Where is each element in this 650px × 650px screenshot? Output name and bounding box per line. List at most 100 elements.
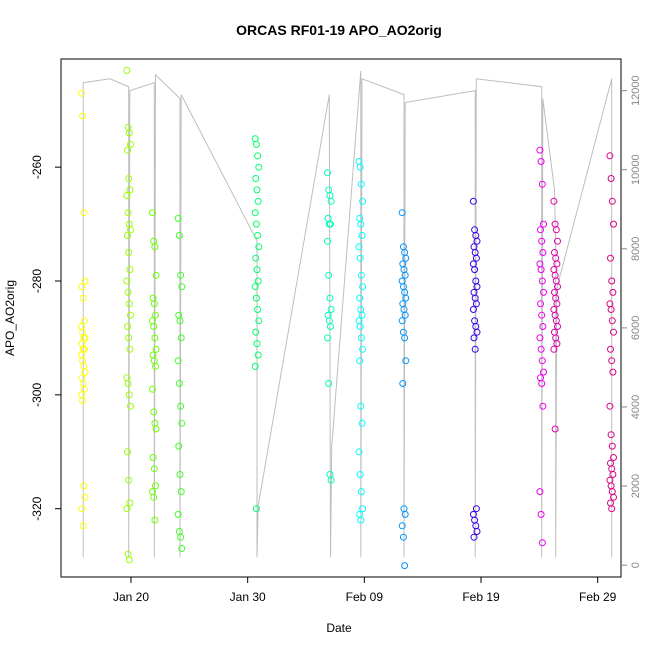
data-point xyxy=(78,283,86,291)
data-point xyxy=(537,266,545,274)
data-point xyxy=(607,345,614,353)
data-point xyxy=(252,328,260,336)
data-point xyxy=(254,197,262,205)
series-rf11 xyxy=(550,197,561,433)
data-point xyxy=(254,306,262,313)
data-point xyxy=(554,323,561,330)
data-point xyxy=(126,499,134,507)
data-point xyxy=(469,197,477,205)
data-point xyxy=(399,243,407,251)
data-point xyxy=(401,311,409,319)
data-point xyxy=(81,277,89,285)
data-point xyxy=(152,311,159,319)
data-point xyxy=(357,271,365,279)
data-point xyxy=(471,266,479,274)
altitude-trace-line xyxy=(82,70,613,558)
data-point xyxy=(255,243,263,251)
data-point xyxy=(356,471,364,478)
data-point xyxy=(607,175,615,182)
data-point xyxy=(124,550,132,558)
data-point xyxy=(150,493,158,501)
x-tick-label: Feb 09 xyxy=(346,590,384,604)
data-point xyxy=(127,402,134,410)
data-point xyxy=(402,254,410,262)
data-point xyxy=(253,186,261,194)
data-point xyxy=(152,271,160,279)
data-point xyxy=(175,442,183,450)
data-point xyxy=(472,522,480,530)
data-point xyxy=(251,283,259,291)
data-point xyxy=(399,380,407,387)
x-tick-label: Feb 19 xyxy=(462,590,500,604)
data-point xyxy=(357,334,365,342)
data-point xyxy=(357,516,365,524)
data-point xyxy=(550,345,558,353)
y-tick-label: -260 xyxy=(30,155,44,179)
data-point xyxy=(325,317,333,325)
data-point xyxy=(357,220,365,228)
data-point xyxy=(254,152,262,160)
data-point xyxy=(177,533,185,541)
data-point xyxy=(251,209,259,217)
data-point xyxy=(80,482,88,490)
data-point xyxy=(324,237,331,245)
data-point xyxy=(608,488,616,496)
data-point xyxy=(327,323,334,330)
data-point xyxy=(359,505,367,513)
data-point xyxy=(255,317,263,325)
data-point xyxy=(152,345,160,353)
data-point xyxy=(539,249,547,256)
data-point xyxy=(327,476,335,484)
data-point xyxy=(123,505,131,513)
data-point xyxy=(550,197,558,205)
series-rf09 xyxy=(469,197,481,541)
data-point xyxy=(79,294,87,302)
data-point xyxy=(175,380,183,387)
data-point xyxy=(539,402,547,410)
data-point xyxy=(178,283,186,291)
data-point xyxy=(126,186,134,194)
data-point xyxy=(255,163,263,171)
right-tick-label: 10000 xyxy=(630,154,642,185)
data-point xyxy=(79,328,87,336)
y-tick-label: -280 xyxy=(30,269,44,293)
data-point xyxy=(401,562,409,570)
data-point xyxy=(539,323,547,330)
data-point xyxy=(252,140,260,148)
data-point xyxy=(356,323,364,330)
data-point xyxy=(358,232,366,239)
data-point xyxy=(176,317,184,325)
series-rf12 xyxy=(606,152,617,513)
data-point xyxy=(553,300,561,308)
data-point xyxy=(152,425,160,433)
data-point xyxy=(538,237,546,245)
data-point xyxy=(125,129,133,137)
data-point xyxy=(125,249,133,256)
data-point xyxy=(327,220,334,228)
data-point xyxy=(538,311,546,319)
data-point xyxy=(78,505,86,513)
data-point xyxy=(81,334,89,342)
data-point xyxy=(472,254,480,262)
series-rf06 xyxy=(324,169,335,484)
data-point xyxy=(125,175,133,182)
data-point xyxy=(399,283,407,291)
data-point xyxy=(551,249,558,256)
data-point xyxy=(80,209,88,217)
data-point xyxy=(358,419,366,427)
data-point xyxy=(150,300,158,308)
data-point xyxy=(325,380,333,387)
data-point xyxy=(473,237,481,245)
data-point xyxy=(178,419,186,427)
plot-frame xyxy=(60,58,622,578)
data-point xyxy=(124,146,131,154)
data-point xyxy=(254,232,262,239)
altitude-trace-layer xyxy=(82,70,613,558)
data-point xyxy=(537,345,545,353)
data-point xyxy=(252,254,260,262)
data-point xyxy=(356,357,364,365)
data-point xyxy=(610,220,617,228)
data-point xyxy=(608,277,616,285)
data-point xyxy=(358,311,366,319)
data-point xyxy=(327,197,335,205)
